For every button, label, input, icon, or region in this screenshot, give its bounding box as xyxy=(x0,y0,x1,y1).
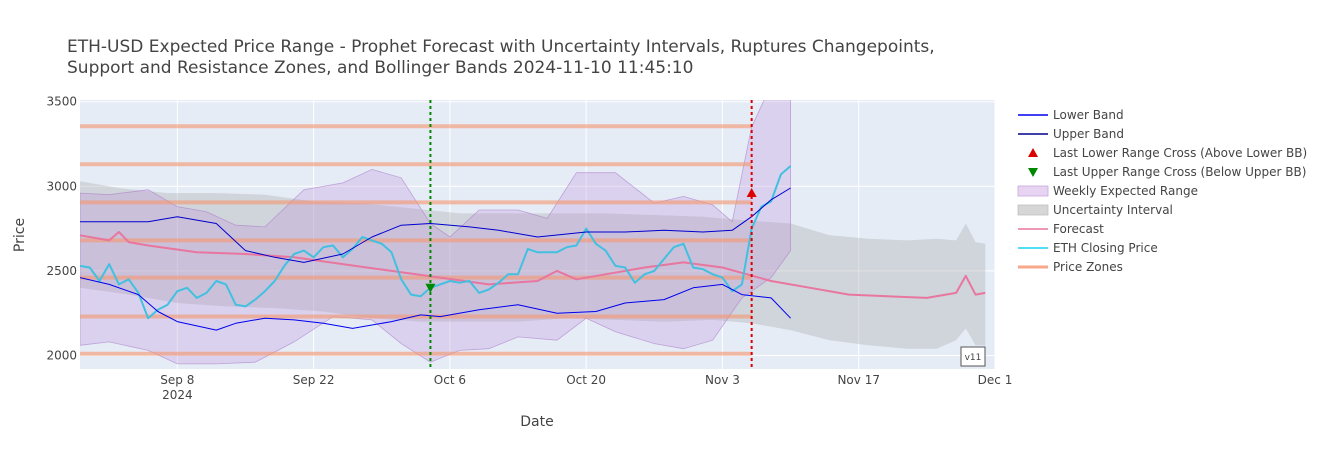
uncertainty-interval xyxy=(80,181,986,349)
version-badge-box xyxy=(960,346,986,367)
legend-item-close[interactable]: ETH Closing Price xyxy=(1018,241,1158,255)
upper-range-cross-marker xyxy=(425,283,436,293)
x-tick-label: Nov 17 xyxy=(837,373,880,387)
legend[interactable]: Lower Band Upper Band Last Lower Range Cro… xyxy=(1017,108,1307,274)
version-badge-label: v11 xyxy=(965,353,982,363)
chart-title-line2: Support and Resistance Zones, and Bollin… xyxy=(67,58,693,78)
legend-label: Lower Band xyxy=(1053,108,1124,122)
legend-swatch xyxy=(1028,148,1038,157)
gridlines xyxy=(80,100,996,369)
legend-item-upper_band[interactable]: Upper Band xyxy=(1018,127,1124,141)
y-tick-label: 3000 xyxy=(46,179,77,193)
legend-item-forecast[interactable]: Forecast xyxy=(1018,222,1104,236)
lower-range-cross-marker xyxy=(746,188,757,198)
legend-item-upper_cross[interactable]: Last Upper Range Cross (Below Upper BB) xyxy=(1028,165,1306,179)
x-tick-label: Oct 6 xyxy=(434,373,466,387)
series-lines xyxy=(80,165,986,331)
x-tick-label: Nov 3 xyxy=(705,373,740,387)
legend-label: ETH Closing Price xyxy=(1053,241,1158,255)
x-tick-label: Sep 8 xyxy=(160,373,194,387)
x-tick-label: Sep 22 xyxy=(293,373,335,387)
legend-item-lower_cross[interactable]: Last Lower Range Cross (Above Lower BB) xyxy=(1028,146,1307,160)
y-axis-ticks: 2000 2500 3000 3500 xyxy=(46,95,77,363)
changepoint-lines xyxy=(429,100,753,369)
x-tick-label: Dec 1 xyxy=(978,373,1013,387)
chart-title-line1: ETH-USD Expected Price Range - Prophet F… xyxy=(67,37,935,57)
y-tick-label: 2500 xyxy=(46,264,77,278)
y-tick-label: 2000 xyxy=(46,348,77,362)
legend-label: Price Zones xyxy=(1053,260,1123,274)
legend-item-weekly_range[interactable]: Weekly Expected Range xyxy=(1017,184,1198,198)
legend-label: Last Lower Range Cross (Above Lower BB) xyxy=(1053,146,1307,160)
version-badge: v11 xyxy=(960,346,986,367)
x-axis-title: Date xyxy=(520,414,553,430)
cross-markers xyxy=(425,188,757,293)
legend-item-zones[interactable]: Price Zones xyxy=(1018,260,1123,274)
legend-label: Upper Band xyxy=(1053,127,1124,141)
legend-label: Uncertainty Interval xyxy=(1053,203,1173,217)
legend-swatch xyxy=(1017,204,1049,216)
legend-label: Last Upper Range Cross (Below Upper BB) xyxy=(1053,165,1306,179)
legend-swatch xyxy=(1017,185,1049,197)
forecast-line xyxy=(80,231,986,299)
legend-item-uncertainty[interactable]: Uncertainty Interval xyxy=(1017,203,1173,217)
closing-price-line xyxy=(80,165,792,320)
x-tick-label: Oct 20 xyxy=(566,373,606,387)
upper-band-line xyxy=(80,187,791,263)
legend-swatch xyxy=(1028,168,1038,177)
lower-band-line xyxy=(80,277,791,331)
y-axis-title: Price xyxy=(12,218,28,252)
legend-item-lower_band[interactable]: Lower Band xyxy=(1018,108,1124,122)
legend-label: Weekly Expected Range xyxy=(1053,184,1198,198)
x-tick-sublabel: 2024 xyxy=(162,388,193,402)
y-tick-label: 3500 xyxy=(46,95,77,109)
legend-label: Forecast xyxy=(1053,222,1104,236)
